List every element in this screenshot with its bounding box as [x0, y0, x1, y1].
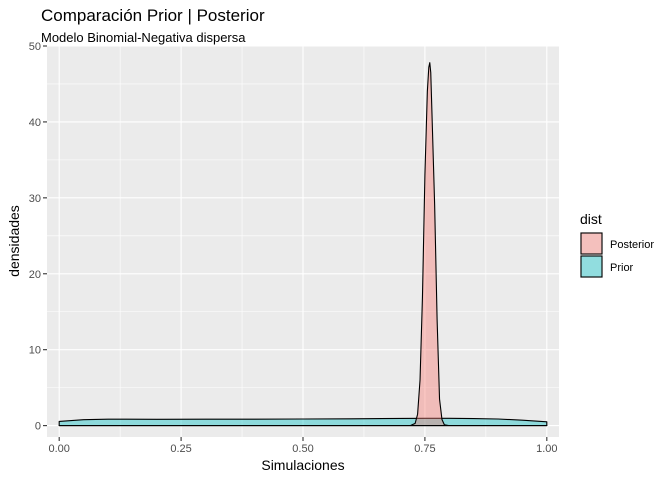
- legend: dist Posterior Prior: [580, 211, 654, 278]
- chart-title: Comparación Prior | Posterior: [41, 6, 265, 25]
- legend-key-bg: [580, 255, 603, 278]
- density-area-prior: [58, 417, 548, 427]
- x-tick-label: 0.00: [48, 443, 69, 455]
- y-axis-title: densidades: [6, 205, 22, 277]
- y-tick-label: 10: [29, 345, 41, 357]
- x-axis: 0.00 0.25 0.50 0.75 1.00: [48, 437, 558, 455]
- y-tick-label: 50: [29, 41, 41, 53]
- x-tick-label: 0.50: [292, 443, 313, 455]
- legend-label-posterior: Posterior: [610, 239, 654, 251]
- x-tick-label: 0.75: [414, 443, 435, 455]
- x-tick-label: 1.00: [536, 443, 557, 455]
- x-tick-label: 0.25: [170, 443, 191, 455]
- y-tick-label: 40: [29, 117, 41, 129]
- y-tick-label: 20: [29, 269, 41, 281]
- y-tick-label: 0: [35, 421, 41, 433]
- density-layer: [58, 62, 548, 427]
- legend-key-bg: [580, 232, 603, 255]
- legend-key-prior: [580, 255, 603, 278]
- density-area-posterior: [58, 62, 548, 427]
- legend-label-prior: Prior: [610, 262, 634, 274]
- chart-subtitle: Modelo Binomial-Negativa dispersa: [41, 30, 246, 45]
- x-axis-title: Simulaciones: [261, 457, 344, 473]
- legend-key-posterior: [580, 232, 603, 255]
- legend-title: dist: [580, 211, 602, 227]
- y-tick-label: 30: [29, 193, 41, 205]
- y-axis: 0 10 20 30 40 50: [29, 41, 47, 433]
